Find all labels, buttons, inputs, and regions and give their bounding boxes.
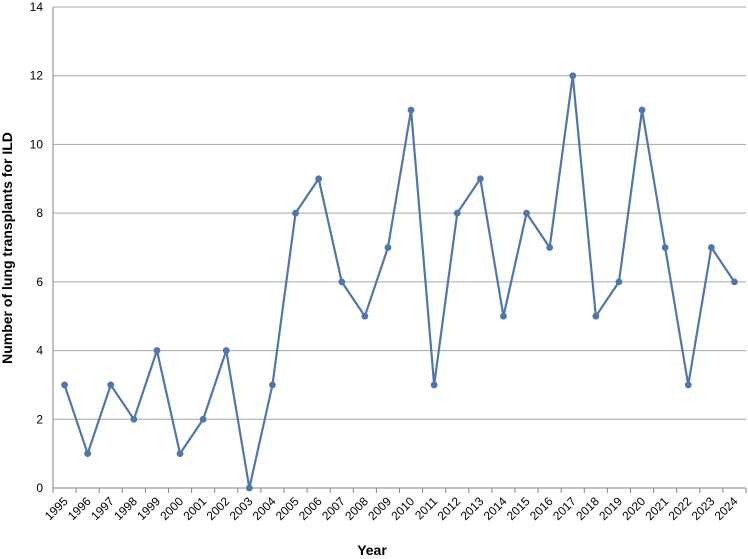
- data-point: [546, 244, 554, 251]
- data-point: [407, 106, 415, 114]
- x-tick-label: 2015: [504, 494, 533, 523]
- data-point: [384, 244, 392, 251]
- x-tick-label: 2000: [157, 494, 186, 523]
- x-tick-label: 2024: [712, 494, 741, 523]
- x-tick-label: 2003: [227, 494, 256, 523]
- x-tick-label: 2008: [342, 494, 371, 523]
- data-point: [315, 175, 323, 183]
- x-tick-label: 2022: [666, 494, 695, 523]
- x-tick-label: 1997: [88, 494, 117, 523]
- y-tick-label: 2: [36, 412, 43, 426]
- data-point: [338, 278, 346, 286]
- x-tick-label: 2007: [319, 494, 348, 523]
- data-point: [684, 381, 692, 389]
- series-line: [63, 74, 736, 490]
- data-point: [707, 244, 715, 251]
- data-point: [176, 450, 184, 458]
- x-tick-label: 2020: [619, 494, 648, 523]
- data-point: [222, 347, 230, 354]
- data-point: [453, 209, 461, 217]
- x-tick-label: 2010: [388, 494, 417, 523]
- x-tick-label: 2013: [458, 494, 487, 523]
- data-point: [269, 381, 276, 389]
- data-point: [638, 106, 646, 114]
- y-tick-label: 8: [36, 206, 43, 220]
- x-tick-label: 2023: [689, 494, 718, 523]
- y-tick-label: 10: [30, 137, 44, 151]
- x-tick-label: 1999: [134, 494, 163, 523]
- data-point: [361, 312, 369, 320]
- x-tick-label: 1996: [65, 494, 94, 523]
- x-tick-label: 2001: [180, 494, 209, 523]
- x-axis-title: Year: [357, 542, 387, 558]
- x-tick-label: 2017: [550, 494, 579, 523]
- data-point: [500, 312, 507, 320]
- data-point: [615, 278, 623, 286]
- gridlines: [52, 6, 747, 493]
- x-tick-labels: 1995199619971998199920002001200220032004…: [42, 494, 741, 523]
- x-tick-label: 2005: [273, 494, 302, 523]
- data-point: [731, 278, 738, 286]
- data-points: [61, 72, 738, 492]
- data-point: [130, 415, 138, 423]
- data-point: [592, 312, 600, 320]
- x-tick-label: 2021: [642, 494, 671, 523]
- x-tick-label: 2011: [412, 494, 440, 522]
- data-point: [107, 381, 115, 389]
- y-axis-title: Number of lung transplants for ILD: [0, 132, 15, 364]
- y-tick-label: 14: [30, 0, 44, 14]
- data-point: [430, 381, 438, 389]
- x-tick-label: 2016: [527, 494, 556, 523]
- x-tick-label: 2012: [435, 494, 464, 523]
- x-tick-label: 2019: [596, 494, 625, 523]
- y-tick-label: 12: [30, 69, 44, 83]
- data-point: [476, 175, 484, 183]
- x-tick-label: 2014: [481, 494, 510, 523]
- data-point: [661, 244, 669, 251]
- x-tick-label: 2006: [296, 494, 325, 523]
- x-tick-label: 2009: [365, 494, 394, 523]
- data-point: [153, 347, 161, 354]
- data-point: [569, 72, 577, 80]
- y-tick-label: 6: [36, 275, 43, 289]
- x-tick-label: 2002: [204, 494, 233, 523]
- y-tick-label: 0: [36, 481, 43, 495]
- x-tick-label: 2018: [573, 494, 602, 523]
- data-point: [292, 209, 299, 217]
- y-tick-labels: 0 2 4 6 8 10 12 14: [30, 0, 44, 495]
- data-point: [199, 415, 207, 423]
- y-tick-label: 4: [36, 344, 43, 358]
- data-point: [61, 381, 68, 389]
- data-point: [84, 450, 92, 458]
- data-point: [245, 484, 253, 492]
- x-tick-label: 1995: [42, 494, 71, 523]
- series-line: [63, 74, 736, 490]
- data-point: [523, 209, 530, 217]
- x-tick-label: 1998: [111, 494, 140, 523]
- x-tick-label: 2004: [250, 494, 279, 523]
